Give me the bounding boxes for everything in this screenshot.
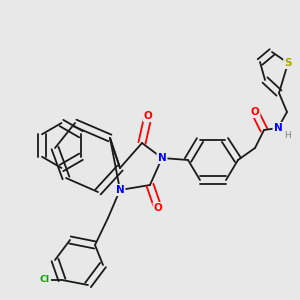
Text: Cl: Cl xyxy=(40,275,50,284)
Text: N: N xyxy=(116,185,124,195)
Text: O: O xyxy=(144,111,152,121)
Text: N: N xyxy=(158,153,166,163)
Text: H: H xyxy=(284,130,290,140)
Text: N: N xyxy=(274,123,282,133)
Text: O: O xyxy=(154,203,162,213)
Text: S: S xyxy=(284,58,292,68)
Text: O: O xyxy=(250,107,260,117)
